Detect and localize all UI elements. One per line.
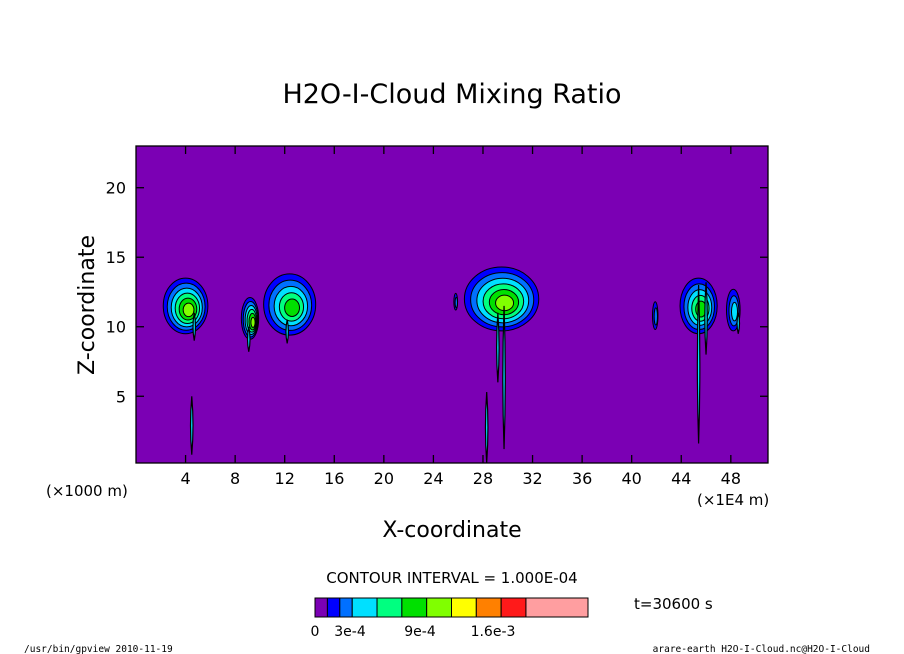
cloud-5 [652,301,659,331]
y-axis-label: Z-coordinate [75,235,100,375]
y-tick-label-3: 20 [106,179,126,198]
y-tick-label-2: 15 [106,248,126,267]
colorbar-segment-0 [314,597,328,618]
x-tick-label-3: 16 [324,469,344,488]
cloud-2-level-5 [284,298,300,317]
x-axis: 4 8 12 16 20 24 28 32 36 40 44 48 [180,146,741,488]
colorbar-label-0: 0 [311,624,320,640]
x-tick-label-11: 48 [721,469,741,488]
colorbar-label-2: 9e-4 [404,624,436,640]
cloud-3 [453,292,459,311]
chart-title: H2O-I-Cloud Mixing Ratio [282,79,621,110]
time-label: t=30600 s [634,595,713,613]
x-axis-unit-left: (×1000 m) [46,482,128,500]
x-tick-label-4: 20 [374,469,394,488]
colorbar-segment-3 [351,597,378,618]
cloud-3-level-2 [454,296,459,309]
cloud-0 [162,277,209,335]
cloud-5-level-2 [653,307,659,326]
cloud-1 [240,297,260,340]
colorbar-segment-9 [500,597,527,618]
cloud-stem-0 [189,396,194,455]
cloud-stem-8 [704,282,708,355]
y-tick-label-0: 5 [116,387,126,406]
cloud-7-level-3 [730,301,739,322]
colorbar-segment-5 [401,597,428,618]
x-tick-label-10: 44 [671,469,691,488]
cloud-stem-2 [246,326,251,352]
x-tick-label-2: 12 [275,469,295,488]
cloud-stem-9 [736,312,741,334]
cloud-stem-5 [496,312,500,383]
cloud-stem-3 [285,319,290,344]
footer-right: arare-earth_H2O-I-Cloud.nc@H2O-I-Cloud [653,644,870,654]
plot-area [135,145,769,464]
y-tick-label-1: 10 [106,318,126,337]
contour-interval: CONTOUR INTERVAL = 1.000E-04 [326,569,577,587]
x-axis-unit-right: (×1E4 m) [697,491,769,509]
x-tick-label-7: 32 [522,469,542,488]
x-tick-label-8: 36 [572,469,592,488]
cloud-stem-1 [192,312,197,341]
cloud-1-level-6 [250,316,256,328]
x-tick-label-0: 4 [180,469,190,488]
cloud-0-level-6 [182,302,195,318]
colorbar-segment-4 [376,597,403,618]
cloud-stem-4 [484,392,489,464]
colorbar-segment-10 [525,597,589,618]
colorbar-segment-2 [339,597,353,618]
x-axis-label: X-coordinate [382,518,521,543]
colorbar-segment-1 [326,597,341,618]
x-tick-label-5: 24 [423,469,443,488]
colorbar-segment-6 [426,597,453,618]
colorbar-segment-7 [451,597,477,618]
colorbar-segment-8 [475,597,502,618]
colorbar-label-1: 3e-4 [334,624,366,640]
footer-left: /usr/bin/gpview 2010-11-19 [24,644,173,654]
plot-frame [135,145,769,464]
cloud-4 [463,266,540,332]
cloud-stem-7 [696,285,701,444]
cloud-2 [263,273,317,336]
plot-background [136,146,768,463]
x-tick-label-9: 40 [622,469,642,488]
x-tick-label-6: 28 [473,469,493,488]
cloud-stem-6 [502,305,506,450]
y-axis: 5 10 15 20 [106,179,768,406]
colorbar [314,597,589,618]
colorbar-label-3: 1.6e-3 [471,624,516,640]
x-tick-label-1: 8 [230,469,240,488]
